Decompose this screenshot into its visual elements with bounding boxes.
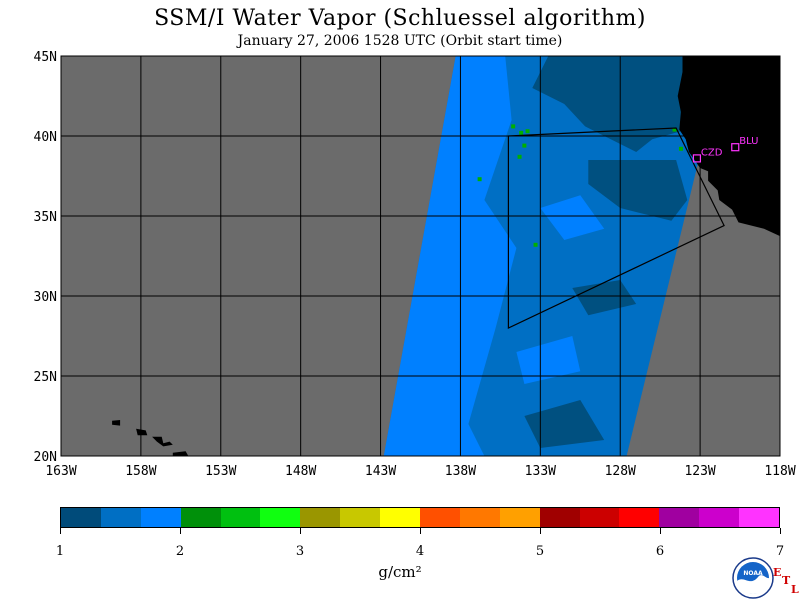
- land-kauai: [112, 420, 121, 426]
- land-north-america: [677, 56, 780, 237]
- colorbar-tick-label: 1: [55, 544, 65, 559]
- map-subtitle: January 27, 2006 1528 UTC (Orbit start t…: [237, 33, 563, 49]
- colorbar-swatch: [100, 508, 141, 527]
- noaa-logo-text: NOAA: [743, 570, 763, 577]
- colorbar-swatch: [539, 508, 580, 527]
- x-tick-label: 128W: [605, 464, 636, 479]
- green-speck: [517, 154, 522, 159]
- colorbar-unit-label: g/cm²: [378, 563, 422, 581]
- swath-moist-core: [383, 56, 517, 456]
- station-label: BLU: [739, 136, 758, 147]
- x-tick-label: 118W: [764, 464, 795, 479]
- colorbar-swatch: [180, 508, 221, 527]
- green-speck: [519, 130, 524, 135]
- x-tick-label: 123W: [684, 464, 715, 479]
- green-speck: [511, 124, 516, 129]
- x-tick-label: 148W: [285, 464, 316, 479]
- colorbar-tick-label: 2: [175, 544, 185, 559]
- colorbar-swatch: [499, 508, 540, 527]
- swath-dry-south: [524, 400, 605, 448]
- y-tick-label: 25N: [34, 370, 57, 385]
- etl-letter-t: T: [782, 574, 791, 587]
- colorbar-tick-mark: [179, 528, 181, 534]
- colorbar-tick-mark: [419, 528, 421, 534]
- colorbar-swatch: [300, 508, 341, 527]
- x-tick-label: 133W: [525, 464, 556, 479]
- colorbar-tick-label: 7: [775, 544, 785, 559]
- x-tick-label: 153W: [205, 464, 236, 479]
- green-speck: [678, 146, 683, 151]
- colorbar-swatch: [420, 508, 460, 527]
- analysis-domain-outline: [507, 127, 725, 329]
- y-tick-label: 30N: [34, 290, 57, 305]
- colorbar: [60, 507, 780, 528]
- swath-moist-patch-2: [516, 336, 581, 384]
- y-tick-label: 35N: [34, 210, 57, 225]
- green-speck: [477, 177, 482, 182]
- x-tick-label: 163W: [45, 464, 76, 479]
- colorbar-tick-mark: [539, 528, 541, 534]
- station-label: CZD: [701, 147, 723, 158]
- swath-moist-patch-1: [540, 195, 605, 240]
- green-speck: [533, 242, 538, 247]
- map-title: SSM/I Water Vapor (Schluessel algorithm): [154, 6, 646, 31]
- station-marker: [692, 154, 702, 163]
- land-oahu: [136, 428, 148, 436]
- colorbar-swatch: [619, 508, 660, 527]
- swath-dry-central: [588, 160, 688, 221]
- colorbar-swatch: [61, 508, 101, 527]
- colorbar-tick-mark: [59, 528, 61, 534]
- colorbar-swatch: [659, 508, 700, 527]
- colorbar-tick-label: 3: [295, 544, 305, 559]
- land-maui: [152, 436, 173, 447]
- station-marker: [731, 143, 740, 152]
- map-frame: [60, 55, 781, 457]
- colorbar-tick-label: 5: [535, 544, 545, 559]
- etl-letter-l: L: [791, 583, 799, 596]
- colorbar-swatch: [260, 508, 301, 527]
- colorbar-swatch: [459, 508, 500, 527]
- colorbar-swatch: [340, 508, 381, 527]
- colorbar-tick-label: 6: [655, 544, 665, 559]
- x-tick-label: 138W: [445, 464, 476, 479]
- colorbar-tick-mark: [299, 528, 301, 534]
- colorbar-tick-label: 4: [415, 544, 425, 559]
- y-tick-label: 40N: [34, 130, 57, 145]
- x-tick-label: 158W: [125, 464, 156, 479]
- colorbar-swatch: [220, 508, 261, 527]
- colorbar-tick-mark: [779, 528, 781, 534]
- green-speck: [525, 129, 530, 134]
- colorbar-swatch: [699, 508, 740, 527]
- etl-letter-e: E: [773, 566, 782, 579]
- x-tick-label: 143W: [365, 464, 396, 479]
- land-hawaii: [172, 451, 189, 456]
- green-speck: [522, 143, 527, 148]
- colorbar-tick-mark: [659, 528, 661, 534]
- noaa-logo: NOAA: [732, 557, 774, 599]
- colorbar-swatch: [380, 508, 421, 527]
- colorbar-swatch: [140, 508, 181, 527]
- y-tick-label: 45N: [34, 50, 57, 65]
- y-tick-label: 20N: [34, 450, 57, 465]
- colorbar-swatch: [739, 508, 780, 527]
- colorbar-swatch: [579, 508, 620, 527]
- green-speck: [672, 127, 677, 132]
